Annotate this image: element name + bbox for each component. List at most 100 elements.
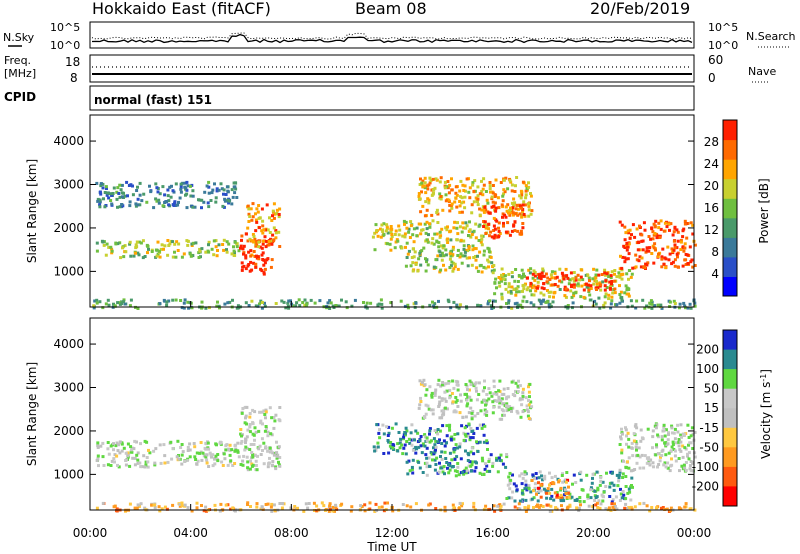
velocity-cell <box>649 458 653 462</box>
velocity-cell <box>466 434 470 438</box>
power-cell <box>179 186 183 189</box>
power-cell <box>513 220 517 224</box>
power-cell <box>408 236 412 239</box>
velocity-cell <box>502 402 505 406</box>
velocity-cell <box>438 461 441 465</box>
velocity-cell <box>251 453 255 457</box>
velocity-cell <box>496 504 500 508</box>
velocity-cell <box>450 458 454 462</box>
power-cell <box>624 284 628 288</box>
power-cell <box>406 306 410 310</box>
power-cell <box>211 188 215 192</box>
power-cell <box>230 202 234 206</box>
power-cell <box>98 300 102 304</box>
velocity-cell <box>502 392 506 396</box>
power-cell <box>605 286 609 289</box>
power-cell <box>425 220 429 224</box>
power-cell <box>105 242 109 246</box>
power-cell <box>444 248 448 252</box>
power-cell <box>645 263 649 267</box>
velocity-cell <box>424 412 428 416</box>
velocity-cell <box>160 507 164 511</box>
velocity-cell <box>112 448 115 452</box>
power-cell <box>497 206 501 210</box>
power-cell <box>518 194 522 198</box>
power-cell <box>120 195 124 199</box>
power-cell <box>417 257 421 261</box>
power-cell <box>515 301 519 305</box>
power-cell <box>627 252 631 256</box>
power-cell <box>186 184 190 188</box>
velocity-cell <box>130 448 133 452</box>
velocity-cell <box>483 408 487 412</box>
velocity-cell <box>516 390 520 393</box>
power-cell <box>159 247 163 251</box>
velocity-cell <box>535 492 538 496</box>
power-cell <box>389 301 393 305</box>
power-cell <box>168 185 172 189</box>
power-cell <box>623 238 627 242</box>
velocity-cell <box>537 489 541 493</box>
velocity-cell <box>650 506 654 509</box>
velocity-cell <box>431 412 435 416</box>
power-cell <box>236 304 240 308</box>
power-cell <box>504 176 508 180</box>
power-cell <box>683 258 687 262</box>
power-cell <box>490 261 494 265</box>
power-cell <box>653 232 657 235</box>
power-cell <box>185 180 189 184</box>
power-cell <box>607 297 611 301</box>
velocity-cell <box>171 447 175 450</box>
power-cell <box>223 199 227 203</box>
power-colorbar-segment <box>723 217 737 238</box>
power-cell <box>189 194 193 198</box>
power-cell <box>207 240 211 244</box>
velocity-cell <box>686 454 689 458</box>
velocity-cell <box>185 458 189 462</box>
velocity-cell <box>526 410 530 414</box>
power-cell <box>502 224 505 228</box>
velocity-cell <box>479 409 483 413</box>
velocity-cell <box>526 506 530 510</box>
velocity-cell <box>207 465 211 468</box>
power-cell <box>404 220 408 224</box>
velocity-cell <box>146 460 150 464</box>
velocity-cell <box>624 502 628 506</box>
velocity-cell <box>258 444 262 448</box>
velocity-cell <box>419 382 423 386</box>
power-cell <box>497 221 501 225</box>
power-cell <box>309 298 313 302</box>
velocity-cell <box>672 431 676 435</box>
power-cell <box>463 195 467 199</box>
power-cell <box>448 209 452 213</box>
power-cell <box>222 248 226 252</box>
power-cell <box>278 207 282 211</box>
velocity-cell <box>208 451 212 455</box>
power-cell <box>411 233 415 237</box>
power-cell <box>635 258 639 262</box>
power-cell <box>515 176 519 179</box>
power-cell <box>461 183 465 187</box>
power-cell <box>98 190 102 194</box>
velocity-cell <box>315 509 319 513</box>
power-cell <box>494 209 498 213</box>
power-cell <box>542 274 546 278</box>
velocity-cell <box>607 506 611 510</box>
power-cell <box>373 231 377 235</box>
velocity-cell <box>278 502 282 505</box>
power-cell <box>500 273 503 277</box>
power-cell <box>464 189 467 193</box>
power-cell <box>149 190 153 194</box>
velocity-cell <box>691 461 695 465</box>
velocity-cell <box>264 416 267 420</box>
velocity-cell <box>505 404 508 408</box>
power-cell <box>503 213 507 217</box>
velocity-cell <box>150 503 154 507</box>
power-cell <box>505 209 509 213</box>
power-cell <box>489 304 493 308</box>
velocity-cell <box>334 503 338 507</box>
velocity-cell <box>472 452 476 456</box>
velocity-cell <box>245 405 249 409</box>
power-cell <box>613 291 617 295</box>
